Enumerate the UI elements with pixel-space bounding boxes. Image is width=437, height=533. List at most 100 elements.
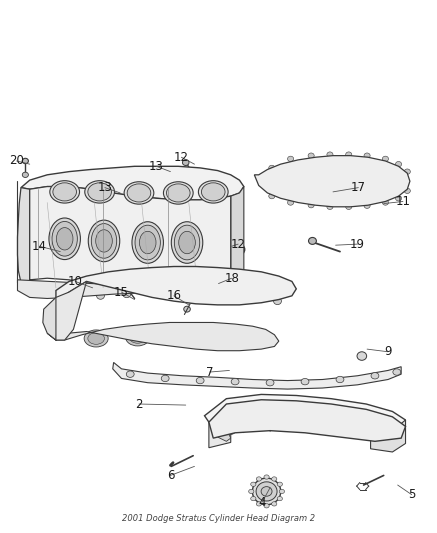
Ellipse shape: [171, 222, 203, 263]
Ellipse shape: [53, 183, 76, 201]
Ellipse shape: [364, 203, 370, 208]
Ellipse shape: [336, 376, 344, 383]
Ellipse shape: [357, 352, 367, 360]
Ellipse shape: [90, 278, 104, 289]
Ellipse shape: [287, 167, 318, 195]
Text: 18: 18: [224, 272, 239, 285]
Ellipse shape: [371, 373, 379, 379]
Ellipse shape: [52, 222, 77, 256]
Text: 12: 12: [231, 238, 246, 251]
Ellipse shape: [132, 282, 137, 288]
Ellipse shape: [149, 290, 157, 296]
Ellipse shape: [88, 220, 120, 262]
Ellipse shape: [208, 266, 219, 276]
Ellipse shape: [201, 183, 225, 201]
Text: 10: 10: [68, 275, 83, 288]
Ellipse shape: [85, 181, 114, 203]
Ellipse shape: [139, 231, 156, 254]
Polygon shape: [43, 297, 60, 340]
Ellipse shape: [254, 295, 262, 302]
Polygon shape: [62, 284, 75, 304]
Ellipse shape: [277, 497, 282, 501]
Ellipse shape: [271, 502, 277, 506]
Text: 2001 Dodge Stratus Cylinder Head Diagram 2: 2001 Dodge Stratus Cylinder Head Diagram…: [122, 514, 315, 522]
Text: 4: 4: [258, 496, 266, 508]
Ellipse shape: [124, 182, 154, 204]
Text: 16: 16: [166, 289, 181, 302]
Ellipse shape: [393, 369, 401, 375]
Ellipse shape: [184, 266, 191, 273]
Ellipse shape: [288, 200, 294, 205]
Ellipse shape: [174, 225, 200, 260]
Text: 2: 2: [135, 398, 143, 410]
Ellipse shape: [88, 183, 111, 201]
Ellipse shape: [226, 427, 236, 434]
Ellipse shape: [126, 329, 149, 346]
Ellipse shape: [127, 184, 151, 202]
Polygon shape: [209, 400, 406, 441]
Ellipse shape: [327, 204, 333, 209]
Ellipse shape: [236, 271, 243, 277]
Ellipse shape: [209, 327, 233, 344]
Polygon shape: [17, 280, 244, 298]
Ellipse shape: [269, 165, 275, 171]
Ellipse shape: [309, 179, 316, 186]
Ellipse shape: [93, 280, 101, 287]
Ellipse shape: [253, 478, 281, 505]
Ellipse shape: [210, 268, 217, 274]
Polygon shape: [205, 394, 406, 426]
Ellipse shape: [183, 160, 189, 165]
Ellipse shape: [198, 181, 228, 203]
Ellipse shape: [175, 290, 183, 296]
Text: 7: 7: [206, 366, 214, 378]
Ellipse shape: [118, 275, 125, 281]
Ellipse shape: [309, 238, 316, 244]
Ellipse shape: [105, 277, 112, 282]
Text: 17: 17: [351, 181, 366, 194]
Ellipse shape: [382, 200, 388, 205]
Ellipse shape: [140, 172, 147, 178]
Text: 5: 5: [408, 488, 415, 501]
Ellipse shape: [144, 271, 152, 277]
Ellipse shape: [131, 272, 138, 278]
Ellipse shape: [163, 182, 193, 204]
Ellipse shape: [308, 203, 314, 208]
Polygon shape: [231, 187, 244, 292]
Ellipse shape: [264, 504, 269, 508]
Ellipse shape: [290, 170, 315, 192]
Ellipse shape: [166, 184, 190, 202]
Ellipse shape: [49, 218, 80, 260]
Text: 20: 20: [9, 155, 24, 167]
Ellipse shape: [212, 329, 229, 341]
Ellipse shape: [129, 332, 146, 343]
Polygon shape: [213, 429, 231, 441]
Text: 6: 6: [166, 469, 174, 482]
Ellipse shape: [348, 424, 358, 431]
Ellipse shape: [155, 267, 166, 277]
Ellipse shape: [266, 379, 274, 386]
Ellipse shape: [22, 172, 28, 177]
Ellipse shape: [179, 231, 195, 254]
Ellipse shape: [234, 270, 245, 279]
Ellipse shape: [368, 170, 394, 192]
Ellipse shape: [287, 421, 297, 428]
Polygon shape: [56, 266, 296, 305]
Ellipse shape: [395, 161, 402, 167]
Ellipse shape: [251, 497, 256, 501]
Ellipse shape: [84, 330, 108, 347]
Ellipse shape: [257, 423, 266, 430]
Ellipse shape: [193, 264, 207, 276]
Ellipse shape: [167, 265, 181, 277]
Ellipse shape: [74, 295, 82, 302]
Text: 13: 13: [97, 181, 112, 194]
Ellipse shape: [274, 297, 281, 304]
Polygon shape: [47, 322, 279, 351]
Ellipse shape: [91, 224, 117, 258]
Ellipse shape: [120, 279, 125, 284]
Text: 13: 13: [149, 160, 164, 173]
Ellipse shape: [141, 268, 155, 280]
Text: 19: 19: [350, 238, 365, 251]
Ellipse shape: [308, 153, 314, 158]
Ellipse shape: [327, 152, 333, 157]
Ellipse shape: [158, 281, 163, 286]
